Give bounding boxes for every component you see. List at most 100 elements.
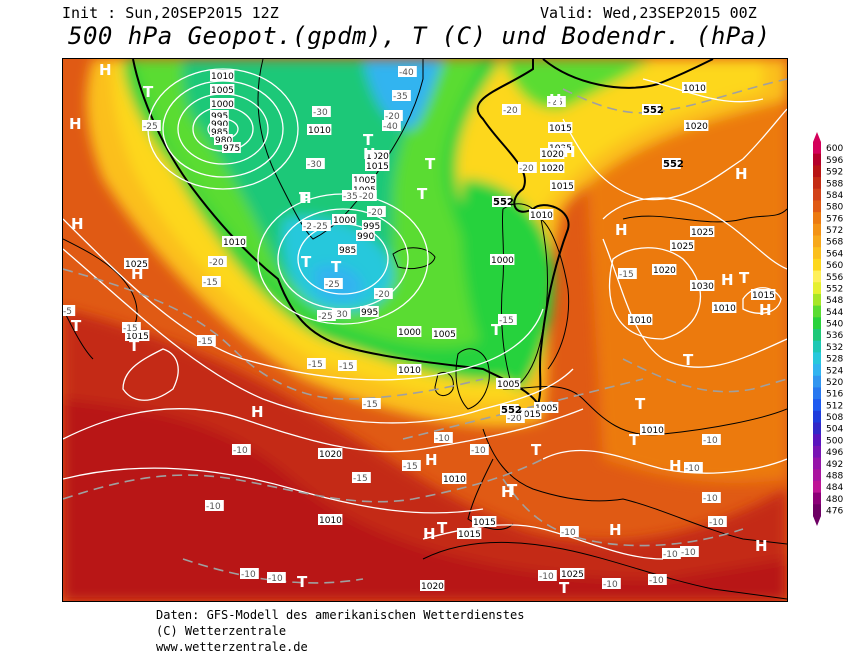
isobar-label-bg [496,378,521,389]
legend-label: 556 [826,273,843,283]
isotherm-label-bg [324,278,343,289]
init-time: Init : Sun,20SEP2015 12Z [62,4,279,22]
isotherm-label-bg [367,206,386,217]
isobar-label: 985 [339,246,356,256]
isotherm-label: -20 [385,112,400,122]
legend-swatch [813,480,821,494]
isotherm-label-bg [374,288,393,299]
low-pressure-symbol: T [629,431,640,449]
isotherm-label: -10 [268,574,283,584]
isotherm-label: -10 [233,446,248,456]
legend-label: 540 [826,320,843,330]
legend-swatch [813,223,821,236]
isotherm-label: -25 [303,222,318,232]
geopotential-label-bg [492,196,511,207]
isotherm-label-bg [306,158,325,169]
isotherm-label-bg [538,570,557,581]
legend-label: 492 [826,460,843,470]
isobar-label: 1000 [491,256,514,266]
isobar-label-bg [332,214,357,225]
legend-label: 484 [826,483,843,493]
low-pressure-symbol: T [143,83,154,101]
legend-label: 536 [826,331,843,341]
high-pressure-symbol: H [99,61,112,79]
isotherm-label: -5 [63,307,72,317]
legend-swatch [813,153,821,166]
isotherm-label: -10 [681,548,696,558]
low-pressure-symbol: T [507,481,518,499]
low-pressure-symbol: T [363,131,374,149]
isotherm-label: -10 [709,518,724,528]
legend-swatch [813,504,821,517]
high-pressure-symbol: H [549,91,562,109]
legend-swatch [813,445,821,459]
isobar-label: 1010 [211,72,234,82]
high-pressure-symbol: H [609,521,622,539]
isotherm-label-bg [197,335,216,346]
isobar-label-bg [318,448,343,459]
isotherm-label-bg [708,516,727,527]
legend-swatch [813,457,821,470]
isotherm-label: -10 [663,550,678,560]
isobar-label-bg [222,142,241,153]
isobar-label: 995 [361,308,378,318]
low-pressure-symbol: T [71,317,82,335]
isotherm-label-bg [267,572,286,583]
geopotential-label: 552 [643,105,664,116]
isobar-label-bg [457,528,482,539]
color-scale-legend: 600 596 592 588 584 580 576 572 568 564 560 556 552 5… [812,130,850,530]
legend-label: 564 [826,249,843,259]
isobar-label: 1025 [125,260,148,270]
isotherm-label-bg [384,110,403,121]
isotherm-label-bg [684,462,703,473]
isotherm-label-bg [338,360,357,371]
low-pressure-symbol: T [683,351,694,369]
isotherm-label-bg [342,190,361,201]
legend-swatch [813,293,821,307]
isotherm-label-bg [392,90,411,101]
isotherm-label-bg [498,314,517,325]
isotherm-label-bg [382,120,401,131]
isotherm-label-bg [434,432,453,443]
legend-swatch [813,212,821,225]
isotherm-label-bg [142,120,161,131]
legend-swatch [813,188,821,201]
isobar-label-bg [210,118,229,129]
isotherm-label-bg [208,256,227,267]
isotherm-label: -10 [561,528,576,538]
low-pressure-symbol: T [531,441,542,459]
isotherm-label: -20 [519,164,534,174]
isotherm-label: -10 [539,572,554,582]
isobar-label-bg [397,326,422,337]
legend-label: 520 [826,378,843,388]
legend-label: 544 [826,308,843,318]
isobar-label: 1020 [319,450,342,460]
isobar-label-bg [442,473,467,484]
isotherm-label: -35 [393,92,408,102]
legend-label: 500 [826,436,843,446]
isobar-label-bg [550,180,575,191]
isotherm-label-bg [352,472,371,483]
legend-swatch [813,142,821,155]
isobar-label-bg [397,364,422,375]
legend-label: 512 [826,401,843,411]
isobar-label-bg [540,148,565,159]
isobar-label-bg [628,314,653,325]
isobar-label: 975 [223,144,240,154]
high-pressure-symbol: H [721,271,734,289]
isotherm-label: -20 [503,106,518,116]
legend-swatch [813,270,821,283]
isobar-label-bg [318,514,343,525]
legend-label: 552 [826,284,843,294]
low-pressure-symbol: T [437,519,448,537]
isobar-label: 1030 [691,282,714,292]
isobar-label: 1015 [473,518,496,528]
legend-swatch [813,469,821,482]
isobar-label-bg [712,302,737,313]
legend-swatch [813,317,821,330]
isobar-label-bg [125,330,150,341]
isotherm-label: -25 [548,98,563,108]
isotherm-label: -30 [307,160,322,170]
high-pressure-symbol: H [299,189,312,207]
isotherm-label-bg [518,162,537,173]
